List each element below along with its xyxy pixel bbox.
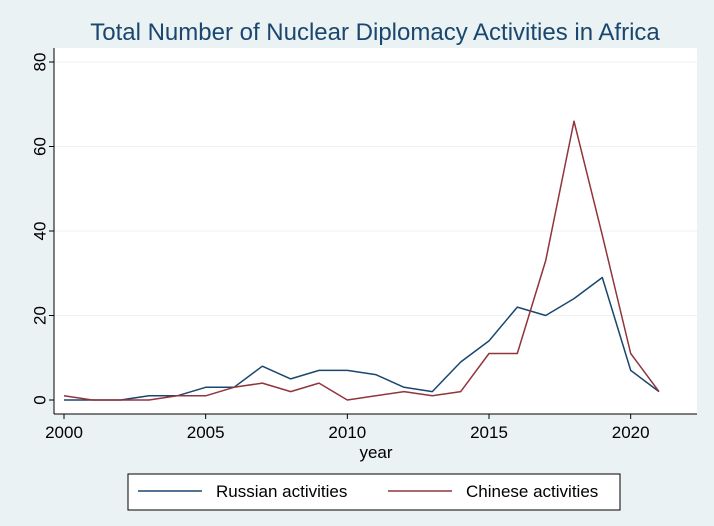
x-tick-label: 2015 [470, 423, 508, 442]
x-ticks: 2000 2005 2010 2015 2020 [45, 414, 650, 442]
x-tick-label: 2000 [45, 423, 83, 442]
y-tick-label: 0 [31, 395, 50, 404]
gridlines [54, 61, 697, 316]
series-line-1 [63, 120, 660, 401]
chart-title: Total Number of Nuclear Diplomacy Activi… [90, 19, 660, 46]
x-tick-label: 2010 [328, 423, 366, 442]
y-tick-label: 40 [31, 222, 50, 241]
y-ticks: 0 20 40 60 80 [31, 53, 54, 405]
x-tick-label: 2020 [612, 423, 650, 442]
series-layer [63, 120, 660, 401]
y-tick-label: 80 [31, 53, 50, 72]
legend-label-russian: Russian activities [216, 482, 347, 501]
legend-box [127, 473, 621, 511]
series-line-0 [64, 276, 660, 401]
y-tick-label: 60 [31, 137, 50, 156]
x-axis-label: year [359, 443, 392, 462]
y-tick-label: 20 [31, 306, 50, 325]
legend-label-chinese: Chinese activities [466, 482, 598, 501]
x-tick-label: 2005 [187, 423, 225, 442]
